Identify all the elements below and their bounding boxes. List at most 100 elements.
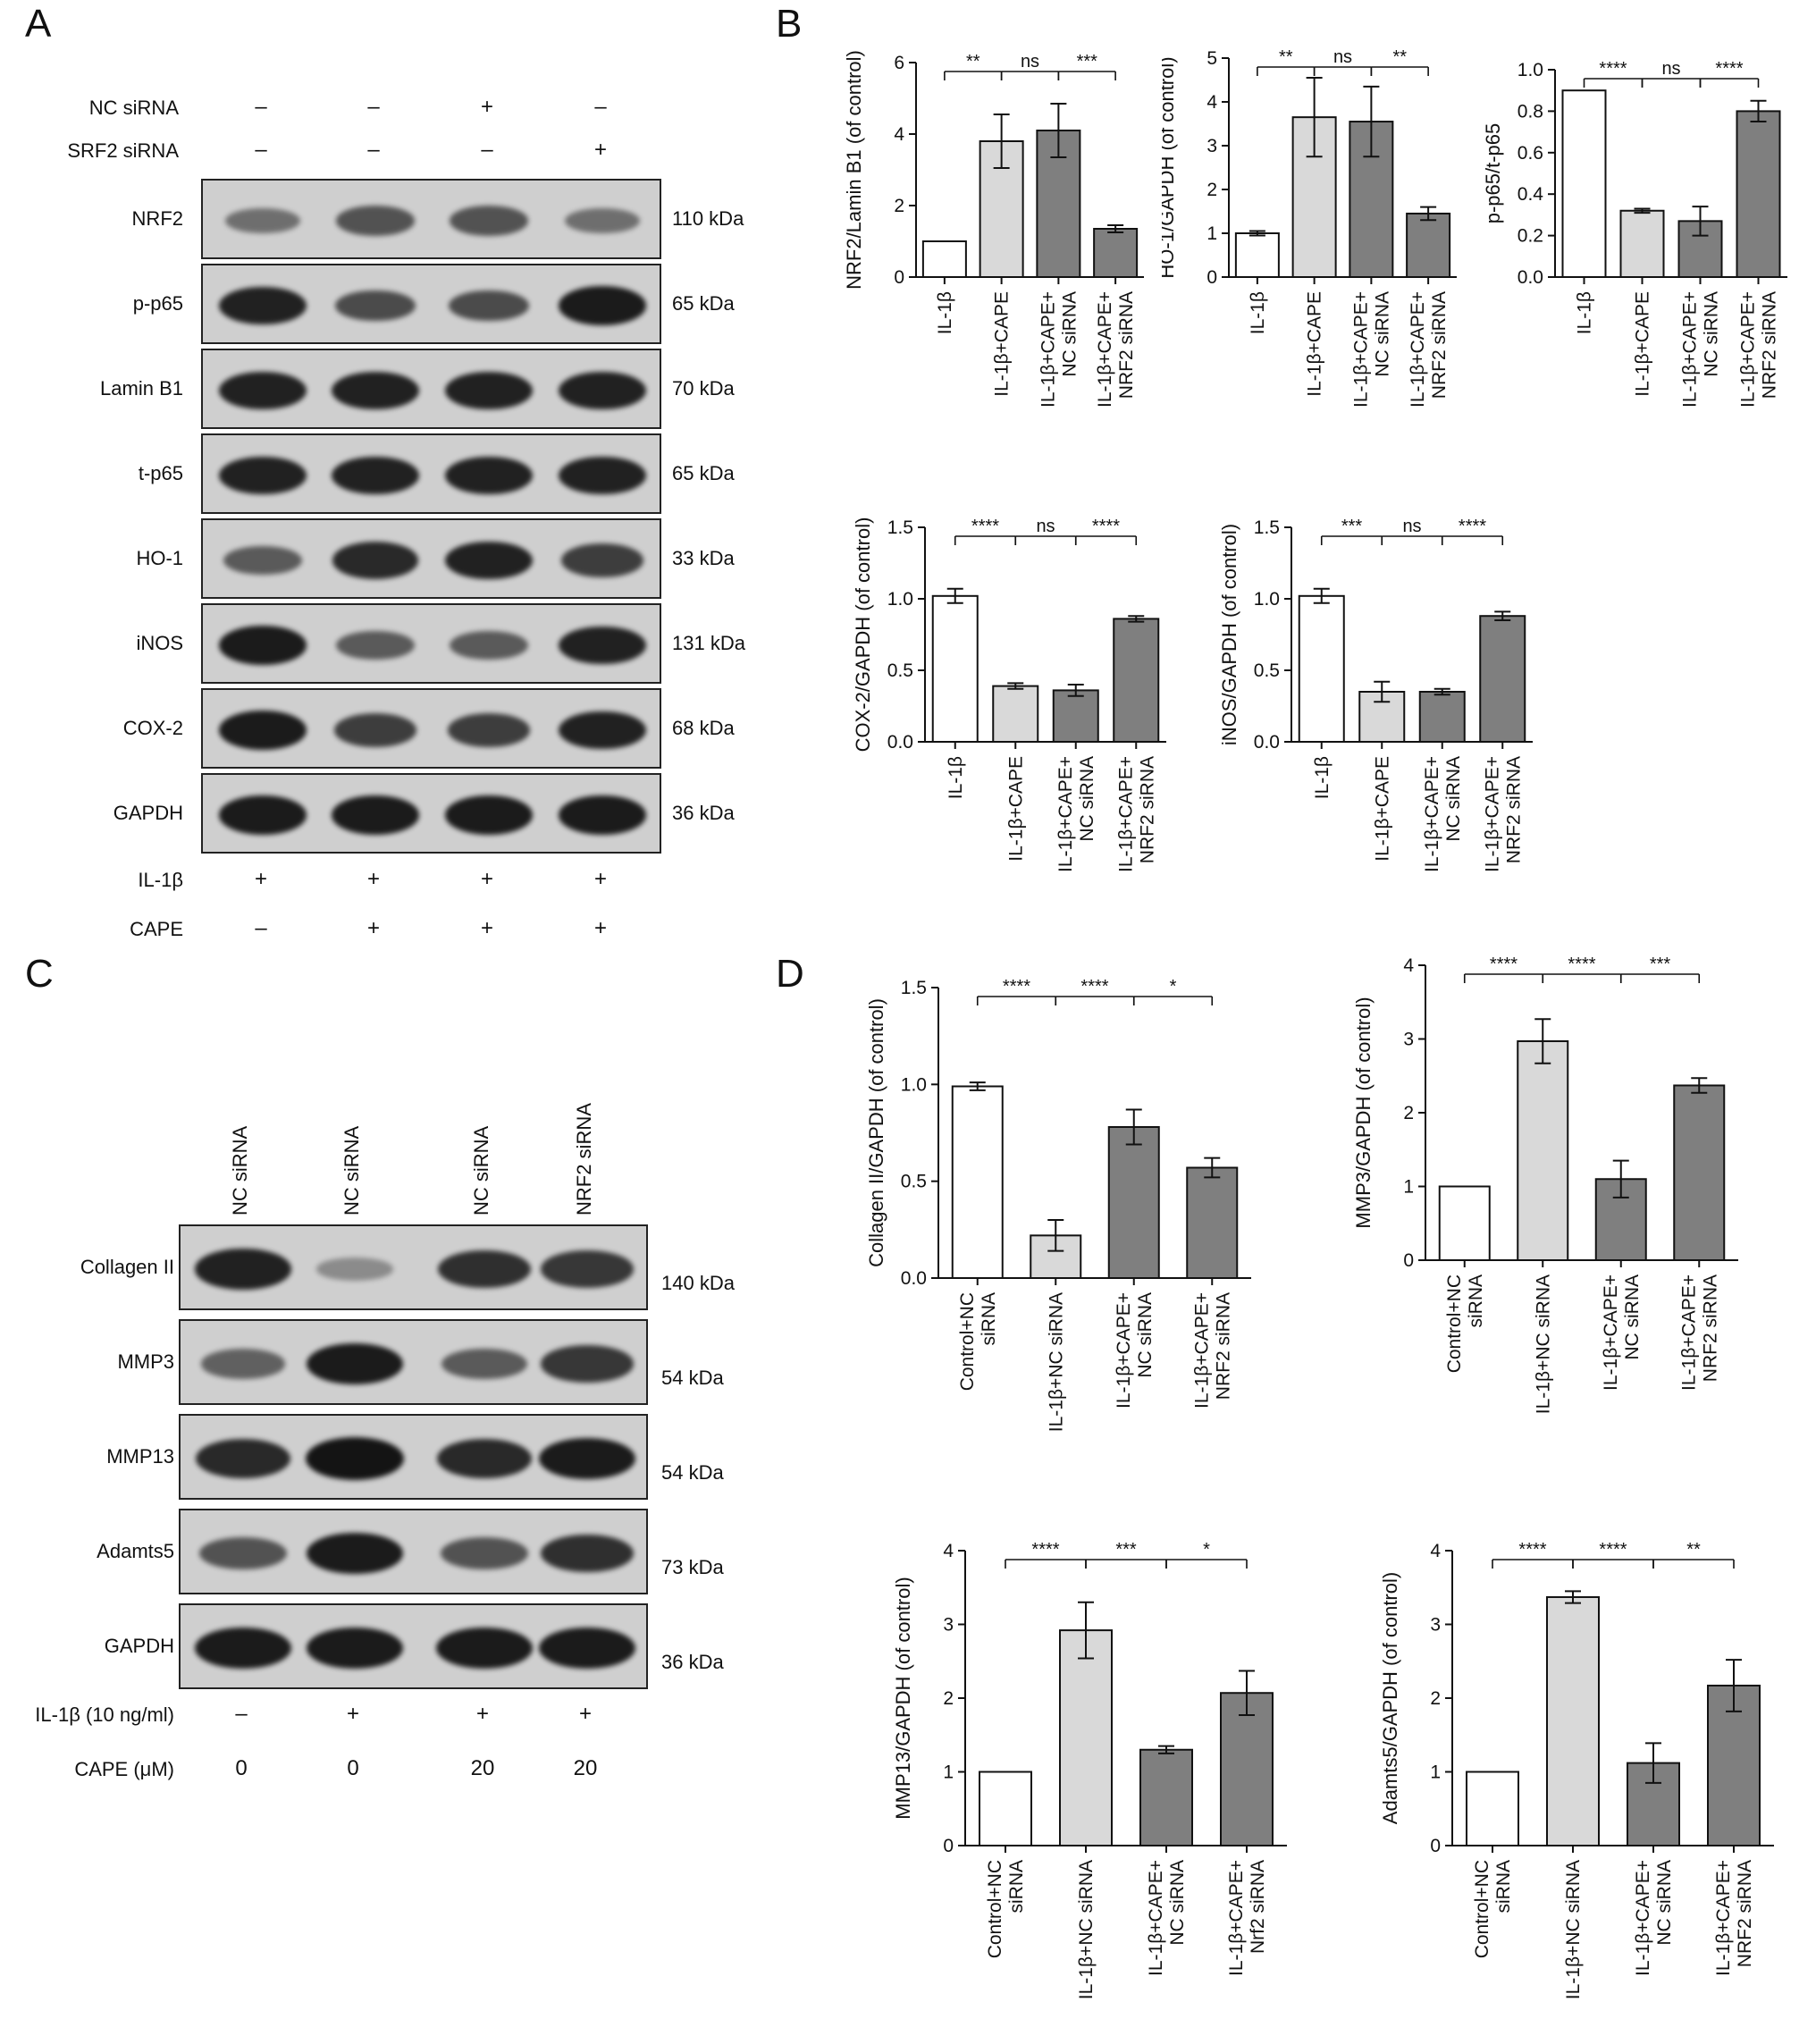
band (441, 1537, 528, 1569)
bar (1736, 110, 1781, 279)
x-tick-label-line: NRF2 siRNA (1116, 291, 1137, 399)
x-tick-label: IL-1β+CAPE+ NC siRNA (1601, 1274, 1643, 1391)
kda-label: 65 kDa (672, 462, 735, 484)
band (540, 1534, 635, 1573)
band (450, 630, 528, 660)
y-tick-label: 0 (1430, 1836, 1441, 1856)
band (449, 290, 529, 322)
blot-adamts5 (179, 1509, 648, 1594)
bar (931, 594, 979, 743)
y-tick-label: 0.0 (1254, 732, 1280, 753)
x-tick-label: IL-1β+CAPE+ NC siRNA (1422, 756, 1464, 872)
x-tick-label-line: NC siRNA (1702, 291, 1722, 377)
y-tick-label: 6 (894, 53, 904, 73)
x-tick-label-line: IL-1β+CAPE+ (1350, 291, 1371, 408)
condition-label-srf2-sirna: SRF2 siRNA (67, 139, 179, 162)
sig-label: **** (1080, 977, 1108, 997)
y-tick-label: 0.5 (1254, 660, 1280, 681)
x-tick-label: IL-1β+CAPE (1305, 291, 1325, 397)
y-tick-label: 1.0 (887, 589, 913, 610)
y-tick-label: 0.6 (1518, 143, 1543, 164)
band (332, 371, 419, 410)
band (437, 1249, 532, 1289)
y-tick-label: 1 (1206, 223, 1217, 244)
y-tick-label: 0.0 (901, 1268, 927, 1289)
band (223, 545, 302, 576)
lane-label: NRF2 siRNA (573, 1103, 595, 1215)
band (559, 371, 646, 410)
y-axis-label: MMP3/GAPDH (of control) (1352, 997, 1375, 1228)
chart-inos-gapdh: 0.0 0.5 1.0 1.5 iNOS/GAPDH (of control) IL-1β… (1218, 517, 1533, 872)
y-tick-label: 4 (894, 124, 904, 145)
y-tick-label: 0.8 (1518, 101, 1543, 122)
band (541, 1345, 634, 1383)
band (194, 1627, 292, 1670)
chart-nrf2-lamin-b1: 0 2 4 6 NRF2/Lamin B1 (of control) IL-1β IL-1β… (843, 50, 1144, 408)
x-tick-label-line: IL-1β+CAPE+ (1713, 1860, 1734, 1976)
bar (1234, 232, 1280, 278)
blot-label-t-p65: t-p65 (138, 462, 183, 484)
x-tick-label-line: siRNA (979, 1292, 999, 1346)
lane-label: NC siRNA (470, 1125, 492, 1215)
lane-sign: + (254, 867, 267, 891)
blot-p-p65 (201, 264, 661, 344)
band (196, 1439, 290, 1478)
y-tick-label: 1 (1430, 1762, 1441, 1783)
x-tick-label-line: NC siRNA (1167, 1860, 1188, 1946)
sig-label: **** (1568, 955, 1595, 974)
band (218, 795, 307, 835)
x-tick-label-line: NRF2 siRNA (1760, 291, 1780, 399)
chart-mmp13-gapdh: 0 1 2 3 4 MMP13/GAPDH (of control) Control+NC s… (892, 1540, 1287, 1999)
band (558, 795, 647, 835)
band (219, 286, 307, 325)
kda-label: 70 kDa (672, 377, 735, 400)
blot-label-mmp3: MMP3 (117, 1350, 174, 1373)
sig-label: *** (1341, 517, 1363, 536)
band (444, 795, 534, 835)
lane-sign: 20 (573, 1756, 598, 1780)
y-axis-label: COX-2/GAPDH (of control) (852, 517, 874, 753)
x-tick-label: IL-1β+CAPE+ NRF2 siRNA (1191, 1292, 1233, 1409)
x-tick-label-line: IL-1β+CAPE+ (1408, 291, 1428, 408)
x-tick-label-line: IL-1β+CAPE (992, 291, 1013, 397)
sig-label: * (1170, 977, 1177, 997)
y-tick-label: 1 (943, 1762, 954, 1783)
blot-label-lamin-b1: Lamin B1 (100, 377, 183, 400)
lane-sign: + (366, 916, 380, 940)
x-tick-label: IL-1β+CAPE+ NRF2 siRNA (1713, 1860, 1755, 1976)
y-tick-label: 1.5 (901, 978, 927, 998)
blot-label-mmp13: MMP13 (106, 1445, 174, 1468)
sig-label: **** (1715, 59, 1743, 79)
blot-inos (201, 603, 661, 684)
x-tick-label-line: IL-1β+CAPE+ (1678, 1274, 1699, 1391)
x-tick-label-line: NC siRNA (1059, 291, 1080, 377)
y-tick-label: 1.5 (887, 517, 913, 538)
lane-sign: 0 (235, 1756, 248, 1780)
lane-sign: + (346, 1702, 359, 1726)
sig-label: ** (1686, 1540, 1701, 1560)
blot-collagen-ii (179, 1224, 648, 1310)
bar (1107, 1126, 1160, 1279)
blot-cox-2 (201, 688, 661, 769)
blot-label-inos: iNOS (136, 632, 183, 654)
y-tick-label: 0.0 (887, 732, 913, 753)
y-tick-label: 0.0 (1518, 267, 1543, 288)
x-tick-label: IL-1β+CAPE+ NC siRNA (1633, 1860, 1675, 1976)
lane-sign: + (366, 867, 380, 891)
lane-sign: + (480, 916, 493, 940)
x-tick-label: IL-1β+CAPE+ Nrf2 siRNA (1226, 1860, 1268, 1976)
x-tick-label-line: IL-1β (935, 291, 955, 334)
kda-label: 110 kDa (672, 207, 744, 230)
bar (992, 685, 1039, 744)
x-tick-label: IL-1β (1248, 291, 1268, 334)
band (332, 456, 419, 495)
x-tick-label: IL-1β+CAPE+ NRF2 siRNA (1482, 756, 1524, 872)
blot-label-p-p65: p-p65 (132, 292, 183, 315)
lane-sign: – (594, 95, 607, 119)
x-tick-label-line: NRF2 siRNA (1137, 756, 1157, 863)
y-tick-label: 0.5 (887, 660, 913, 681)
x-tick-label-line: IL-1β+CAPE+ (1055, 756, 1076, 872)
lane-label: NC siRNA (229, 1125, 251, 1215)
lane-sign: – (255, 95, 267, 119)
band (445, 456, 533, 495)
